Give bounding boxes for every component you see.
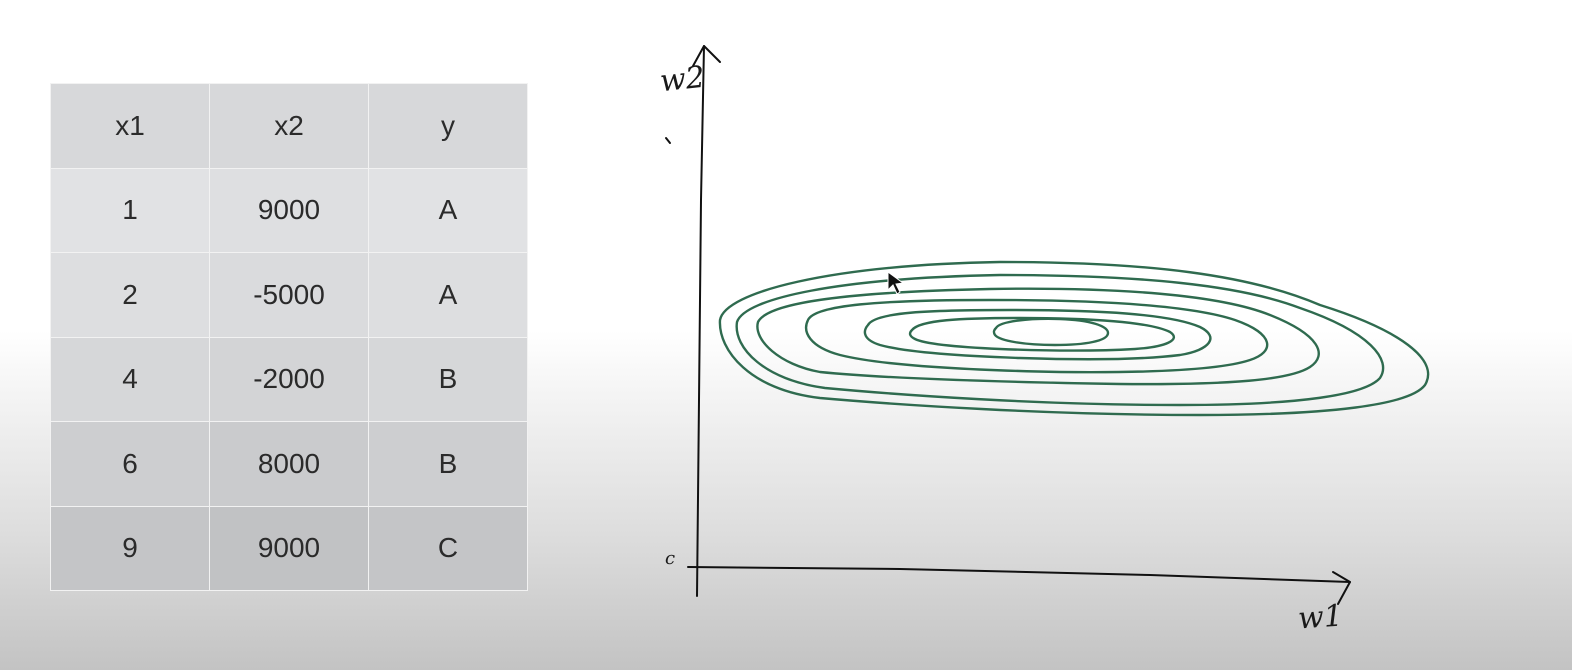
contour-ring-5: [863, 308, 1212, 361]
table-row: 9 9000 C: [50, 505, 528, 591]
y-axis: [692, 45, 721, 597]
origin-mark: c: [665, 548, 676, 569]
contour-ring-1: [718, 260, 1430, 417]
contour-ring-4: [805, 298, 1269, 374]
table-row: 1 9000 A: [50, 167, 528, 253]
cell-x2: 9000: [209, 505, 369, 591]
y-axis-line: [696, 45, 705, 597]
stray-tick-mark: [665, 137, 671, 144]
mouse-cursor-icon: [887, 271, 905, 295]
table-row: 6 8000 B: [50, 421, 528, 507]
cell-x2: -2000: [209, 336, 369, 422]
table-header-row: x1 x2 y: [50, 83, 528, 169]
contour-ring-3: [756, 287, 1320, 386]
cell-x1: 6: [50, 421, 210, 507]
cell-x1: 2: [50, 252, 210, 338]
table-row: 4 -2000 B: [50, 336, 528, 422]
contour-rings: [718, 260, 1430, 417]
x-axis-label: w1: [1296, 598, 1344, 637]
data-table: x1 x2 y 1 9000 A 2 -5000 A 4 -2000 B 6 8…: [50, 83, 528, 591]
contour-ring-6: [908, 316, 1176, 352]
cell-x2: 8000: [209, 421, 369, 507]
cell-x1: 1: [50, 167, 210, 253]
cell-y: B: [368, 336, 528, 422]
header-x1: x1: [50, 83, 210, 169]
header-y: y: [368, 83, 528, 169]
cell-x1: 4: [50, 336, 210, 422]
contour-ring-2: [735, 273, 1385, 407]
cell-y: A: [368, 252, 528, 338]
cell-y: C: [368, 505, 528, 591]
cell-x1: 9: [50, 505, 210, 591]
cell-y: A: [368, 167, 528, 253]
x-axis: [687, 566, 1351, 605]
y-axis-label: w2: [658, 59, 707, 100]
table-row: 2 -5000 A: [50, 252, 528, 338]
contour-ring-7: [992, 317, 1110, 347]
header-x2: x2: [209, 83, 369, 169]
x-axis-line: [687, 566, 1351, 583]
cell-x2: -5000: [209, 252, 369, 338]
cell-x2: 9000: [209, 167, 369, 253]
cell-y: B: [368, 421, 528, 507]
